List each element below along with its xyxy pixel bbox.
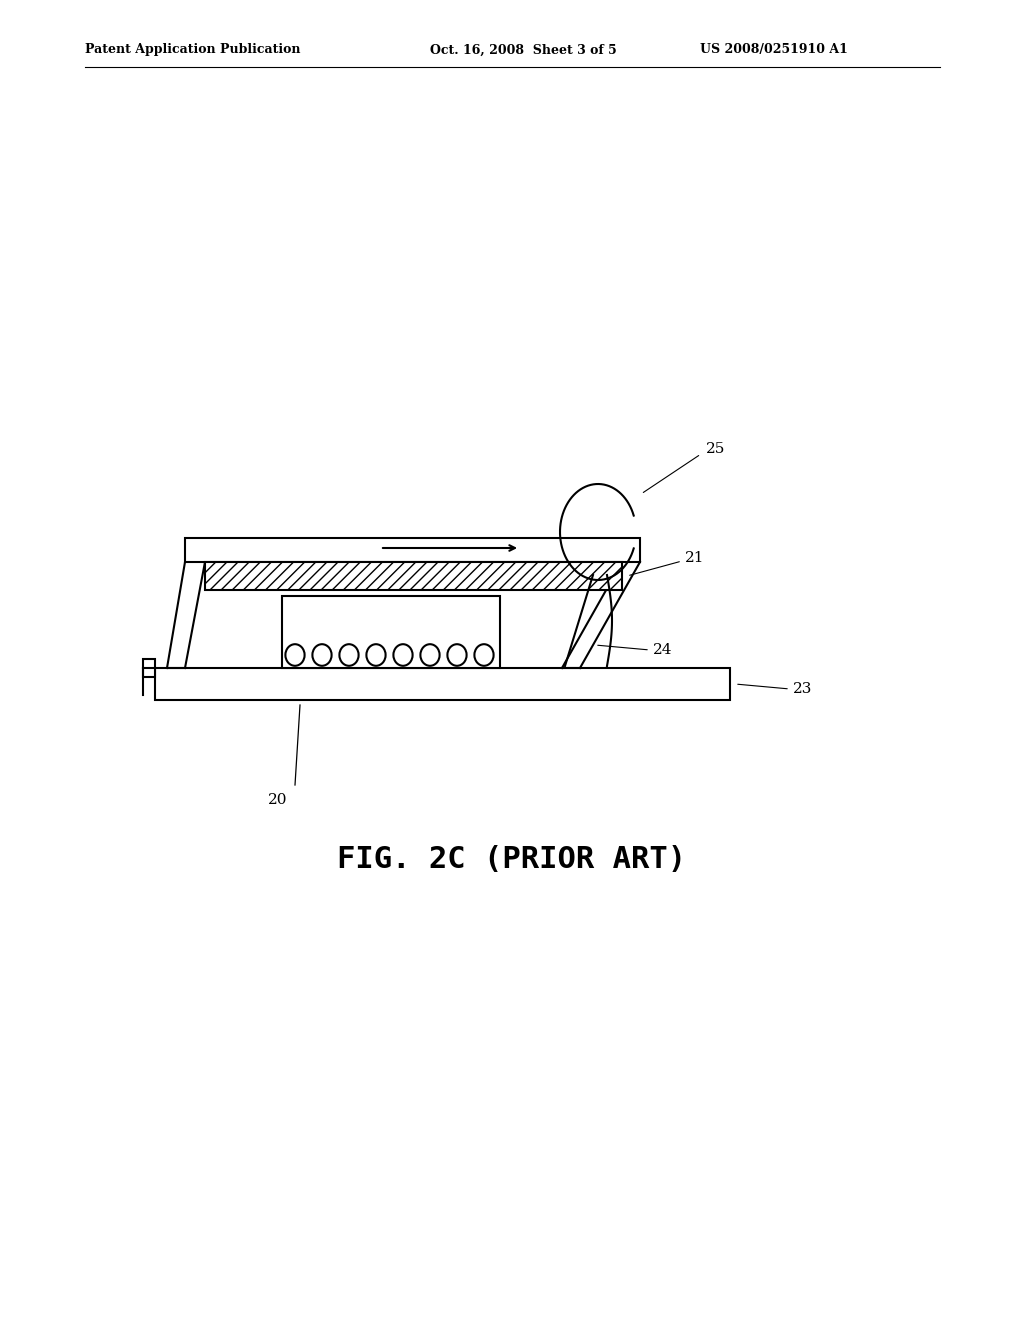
Text: Oct. 16, 2008  Sheet 3 of 5: Oct. 16, 2008 Sheet 3 of 5	[430, 44, 616, 57]
Text: 20: 20	[268, 793, 288, 807]
Ellipse shape	[447, 644, 467, 665]
Text: FIG. 2C (PRIOR ART): FIG. 2C (PRIOR ART)	[338, 846, 686, 874]
Ellipse shape	[339, 644, 358, 665]
Ellipse shape	[367, 644, 386, 665]
Bar	[143, 659, 155, 677]
Ellipse shape	[312, 644, 332, 665]
Ellipse shape	[421, 644, 439, 665]
Text: 24: 24	[653, 643, 673, 657]
Bar	[205, 562, 622, 590]
Text: US 2008/0251910 A1: US 2008/0251910 A1	[700, 44, 848, 57]
Ellipse shape	[286, 644, 304, 665]
Text: 21: 21	[685, 550, 705, 565]
Bar	[185, 539, 640, 562]
Text: Patent Application Publication: Patent Application Publication	[85, 44, 300, 57]
Text: 23: 23	[793, 682, 812, 696]
Text: 25: 25	[706, 442, 725, 455]
Bar	[155, 668, 730, 700]
Ellipse shape	[474, 644, 494, 665]
Bar	[282, 597, 500, 668]
Ellipse shape	[393, 644, 413, 665]
